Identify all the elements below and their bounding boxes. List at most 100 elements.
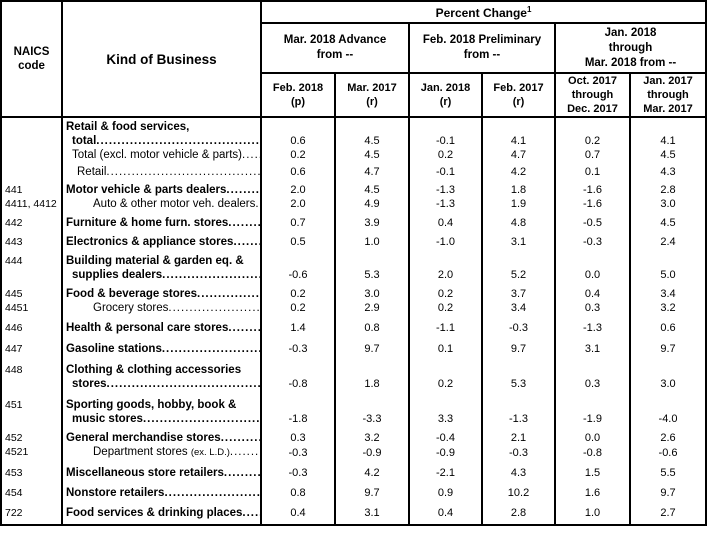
value-cell: 3.1 xyxy=(481,230,556,249)
dot-leader: ........................................… xyxy=(223,467,260,479)
naics-code-cell: 722 xyxy=(0,500,63,525)
value-cell: 9.7 xyxy=(628,480,707,500)
dot-leader: ........................................… xyxy=(228,322,260,334)
table-row: 454 Nonstore retailers...................… xyxy=(0,480,707,500)
value-cell: -1.3 xyxy=(408,179,483,197)
naics-header-line2: code xyxy=(18,60,45,72)
naics-header-line1: NAICS xyxy=(13,46,50,58)
value-cell: -2.1 xyxy=(408,460,483,480)
value-cell: 5.5 xyxy=(628,460,707,480)
value-cell: 1.6 xyxy=(554,480,631,500)
naics-code-cell xyxy=(0,117,63,148)
table-row: 448 Clothing & clothing accessories stores… xyxy=(0,356,707,391)
dot-leader: ........................................… xyxy=(106,166,260,178)
value-cell: -0.3 xyxy=(260,445,336,460)
group-header-feb-2018-preliminary: Feb. 2018 Preliminary from -- xyxy=(408,22,556,74)
business-name-text: music stores xyxy=(72,413,143,425)
value-cell: -0.9 xyxy=(408,445,483,460)
value-cell: 3.0 xyxy=(628,197,707,211)
value-cell: 0.5 xyxy=(260,230,336,249)
value-cell: 4.8 xyxy=(481,211,556,230)
value-cell: -1.8 xyxy=(260,391,336,426)
value-cell: 3.2 xyxy=(628,301,707,315)
value-cell: 5.0 xyxy=(628,249,707,282)
business-name-cell: Clothing & clothing accessories stores...… xyxy=(61,356,262,391)
value-cell: 0.1 xyxy=(408,335,483,356)
naics-code-cell: 4411, 4412 xyxy=(0,197,63,211)
value-cell: -0.6 xyxy=(260,249,336,282)
value-cell: 0.1 xyxy=(554,162,631,179)
business-name-cell: Total (excl. motor vehicle & parts).....… xyxy=(61,148,262,162)
value-cell: 0.3 xyxy=(554,356,631,391)
value-cell: 2.9 xyxy=(334,301,410,315)
value-cell: 0.2 xyxy=(260,148,336,162)
business-name-cell: Food & beverage stores..................… xyxy=(61,282,262,301)
value-cell: 0.6 xyxy=(260,117,336,148)
table-row: 451 Sporting goods, hobby, book & music st… xyxy=(0,391,707,426)
business-name-text: Auto & other motor veh. dealers xyxy=(93,198,256,210)
value-cell: -0.1 xyxy=(408,117,483,148)
value-cell: 4.2 xyxy=(334,460,410,480)
naics-code-cell: 451 xyxy=(0,391,63,426)
value-cell: -0.8 xyxy=(554,445,631,460)
business-name-text: Health & personal care stores xyxy=(66,322,229,334)
business-name-text: supplies dealers xyxy=(72,269,163,281)
dot-leader: ........................................… xyxy=(161,343,260,355)
value-cell: 2.8 xyxy=(628,179,707,197)
value-cell: 2.0 xyxy=(260,179,336,197)
value-cell: 2.4 xyxy=(628,230,707,249)
business-name-text: Nonstore retailers xyxy=(66,487,165,499)
value-cell: 5.3 xyxy=(481,356,556,391)
value-cell: 4.3 xyxy=(628,162,707,179)
value-cell: 4.5 xyxy=(334,148,410,162)
naics-code-cell: 443 xyxy=(0,230,63,249)
column-header-feb-2018-p: Feb. 2018 (p) xyxy=(260,72,336,118)
percent-change-header: Percent Change1 xyxy=(259,0,707,24)
business-name-cell: Auto & other motor veh. dealers.........… xyxy=(61,197,262,211)
value-cell: 3.7 xyxy=(481,282,556,301)
dot-leader: ........................................… xyxy=(162,269,260,281)
business-name-cell: Sporting goods, hobby, book & music store… xyxy=(61,391,262,426)
value-cell: 0.4 xyxy=(554,282,631,301)
value-cell: 3.1 xyxy=(334,500,410,525)
dot-leader: ........................................… xyxy=(255,198,260,210)
business-name-text: Electronics & appliance stores xyxy=(66,236,234,248)
value-cell: -0.1 xyxy=(408,162,483,179)
value-cell: 3.9 xyxy=(334,211,410,230)
business-name-cell: General merchandise stores..............… xyxy=(61,426,262,445)
value-cell: 0.2 xyxy=(408,282,483,301)
business-name-text: Retail xyxy=(77,166,107,178)
value-cell: -4.0 xyxy=(628,391,707,426)
business-name-cell: Retail & food services, total............… xyxy=(61,117,262,148)
footnote-marker: 1 xyxy=(526,4,532,14)
value-cell: 1.4 xyxy=(260,315,336,335)
value-cell: -1.3 xyxy=(481,391,556,426)
business-name-text: Food services & drinking places xyxy=(66,507,243,519)
naics-code-cell: 447 xyxy=(0,335,63,356)
business-name-text: Sporting goods, hobby, book & xyxy=(66,399,237,411)
table-row: 447 Gasoline stations....................… xyxy=(0,335,707,356)
table-row: Retail & food services, total............… xyxy=(0,117,707,148)
value-cell: -0.3 xyxy=(260,335,336,356)
value-cell: 3.0 xyxy=(334,282,410,301)
value-cell: 1.8 xyxy=(334,356,410,391)
group-header-jan-through-mar-2018: Jan. 2018 through Mar. 2018 from -- xyxy=(553,22,707,74)
column-header-oct-dec-2017: Oct. 2017 through Dec. 2017 xyxy=(554,72,631,118)
value-cell: 4.1 xyxy=(628,117,707,148)
naics-code-cell: 452 xyxy=(0,426,63,445)
dot-leader: ........................................… xyxy=(164,487,260,499)
value-cell: 0.3 xyxy=(554,301,631,315)
business-name-cell: Furniture & home furn. stores...........… xyxy=(61,211,262,230)
value-cell: 0.0 xyxy=(554,249,631,282)
business-name-cell: Health & personal care stores...........… xyxy=(61,315,262,335)
naics-code-cell: 444 xyxy=(0,249,63,282)
value-cell: 1.9 xyxy=(481,197,556,211)
value-cell: 0.8 xyxy=(260,480,336,500)
value-cell: 3.2 xyxy=(334,426,410,445)
naics-code-header: NAICS code xyxy=(0,0,63,118)
